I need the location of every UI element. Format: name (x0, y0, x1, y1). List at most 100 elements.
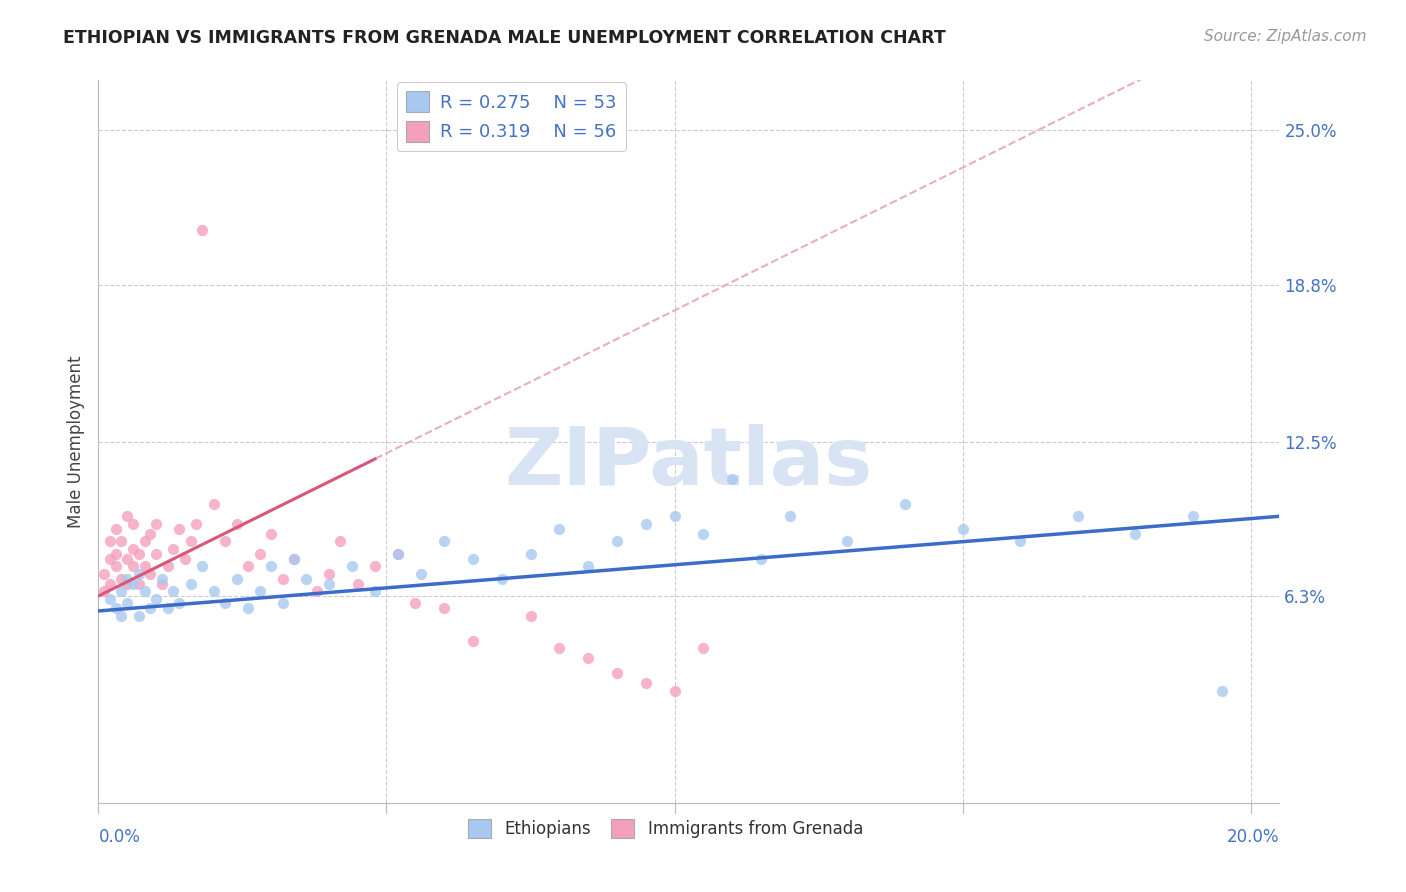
Point (110, 584, 132, 599)
Point (104, 547, 127, 561)
Point (145, 591, 167, 606)
Point (104, 522, 127, 536)
Point (115, 576, 138, 591)
Point (249, 584, 271, 599)
Y-axis label: Male Unemployment: Male Unemployment (66, 355, 84, 528)
Point (122, 576, 145, 591)
Point (134, 559, 156, 574)
Point (260, 526, 283, 541)
Point (404, 597, 426, 611)
Point (1010, 534, 1032, 549)
Point (749, 551, 772, 566)
Point (156, 601, 179, 615)
Point (1125, 526, 1147, 541)
Point (104, 601, 127, 615)
Point (606, 666, 628, 681)
Point (387, 547, 409, 561)
Point (145, 516, 167, 531)
Point (461, 551, 484, 566)
Point (779, 509, 801, 524)
Point (110, 534, 132, 549)
Text: 20.0%: 20.0% (1227, 828, 1279, 846)
Point (98, 534, 121, 549)
Point (98, 591, 121, 606)
Point (150, 576, 173, 591)
Text: 0.0%: 0.0% (98, 828, 141, 846)
Point (364, 584, 387, 599)
Point (145, 547, 167, 561)
Point (952, 522, 974, 536)
Point (162, 584, 184, 599)
Point (634, 676, 657, 690)
Point (104, 559, 127, 574)
Point (128, 576, 150, 591)
Point (692, 641, 714, 656)
Point (387, 547, 409, 561)
Point (238, 559, 260, 574)
Point (128, 547, 150, 561)
Point (134, 584, 156, 599)
Point (271, 597, 294, 611)
Point (139, 526, 162, 541)
Point (606, 534, 628, 549)
Point (894, 497, 917, 511)
Point (519, 547, 541, 561)
Point (340, 559, 363, 574)
Point (433, 534, 456, 549)
Text: ETHIOPIAN VS IMMIGRANTS FROM GRENADA MALE UNEMPLOYMENT CORRELATION CHART: ETHIOPIAN VS IMMIGRANTS FROM GRENADA MAL… (63, 29, 946, 46)
Point (576, 559, 599, 574)
Point (115, 551, 138, 566)
Point (249, 547, 271, 561)
Point (202, 584, 225, 599)
Point (364, 559, 387, 574)
Point (93, 566, 115, 581)
Point (664, 683, 686, 698)
Point (307, 584, 329, 599)
Text: ZIPatlas: ZIPatlas (505, 425, 873, 502)
Point (191, 559, 214, 574)
Point (721, 472, 744, 486)
Point (173, 551, 195, 566)
Point (167, 597, 190, 611)
Point (180, 534, 202, 549)
Point (461, 633, 484, 648)
Point (93, 584, 115, 599)
Point (271, 572, 294, 586)
Point (214, 534, 236, 549)
Point (548, 641, 571, 656)
Point (167, 522, 190, 536)
Point (548, 522, 571, 536)
Point (202, 497, 225, 511)
Point (692, 526, 714, 541)
Point (238, 601, 260, 615)
Point (98, 551, 121, 566)
Point (1211, 683, 1233, 698)
Point (634, 516, 657, 531)
Point (139, 601, 162, 615)
Point (295, 572, 318, 586)
Point (162, 541, 184, 556)
Point (214, 597, 236, 611)
Point (110, 609, 132, 624)
Point (150, 572, 173, 586)
Point (409, 566, 432, 581)
Point (329, 534, 352, 549)
Point (122, 541, 145, 556)
Point (180, 576, 202, 591)
Point (225, 516, 247, 531)
Point (346, 576, 368, 591)
Legend: Ethiopians, Immigrants from Grenada: Ethiopians, Immigrants from Grenada (461, 813, 870, 845)
Point (98, 576, 121, 591)
Point (283, 551, 305, 566)
Point (225, 572, 247, 586)
Point (318, 576, 340, 591)
Point (664, 509, 686, 524)
Point (128, 566, 150, 581)
Point (110, 572, 132, 586)
Point (1067, 509, 1090, 524)
Point (576, 651, 599, 665)
Point (519, 609, 541, 624)
Point (283, 551, 305, 566)
Point (128, 609, 150, 624)
Point (260, 559, 283, 574)
